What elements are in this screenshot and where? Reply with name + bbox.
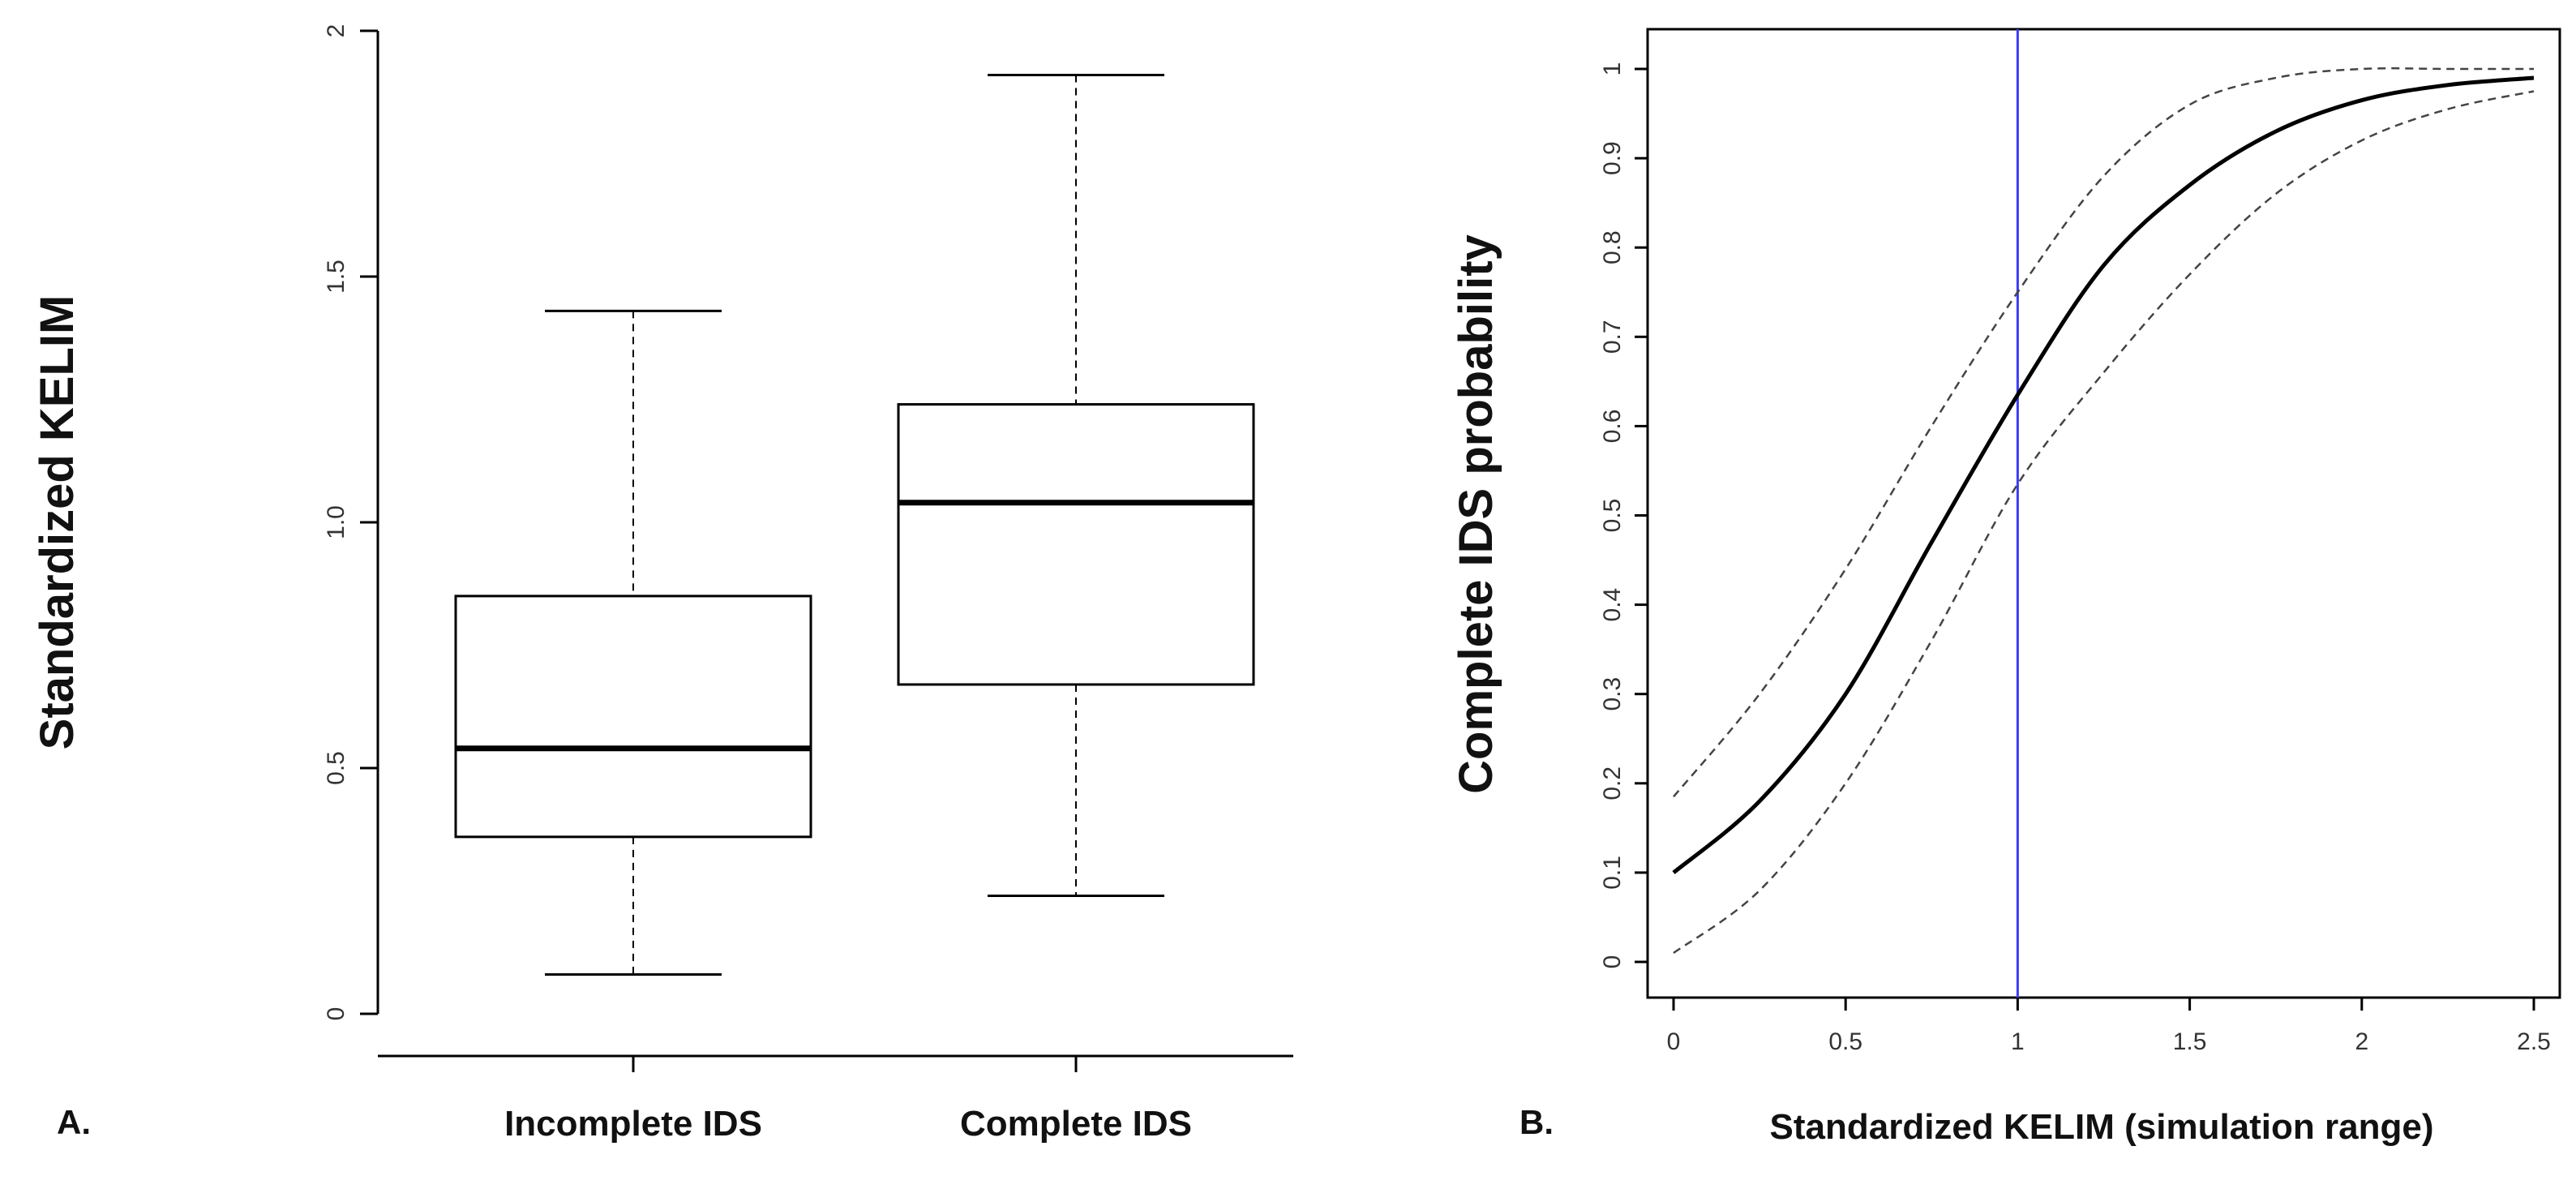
x-tick-label: 1 — [2011, 1028, 2025, 1055]
y-tick-label: 1 — [1599, 62, 1626, 76]
upper-confidence-curve — [1673, 67, 2534, 798]
category-label: Complete IDS — [960, 1104, 1192, 1144]
y-tick-label: 0.3 — [1599, 677, 1626, 711]
y-tick-label: 0.7 — [1599, 320, 1626, 354]
y-tick-label: 0.6 — [1599, 410, 1626, 444]
y-axis-title: Complete IDS probability — [1450, 234, 1502, 794]
x-tick-label: 2 — [2355, 1028, 2368, 1055]
x-axis-title: Standardized KELIM (simulation range) — [1770, 1107, 2434, 1147]
y-tick-label: 0 — [1599, 955, 1626, 969]
y-axis-title: Standardized KELIM — [31, 295, 84, 750]
y-tick-label: 0 — [323, 1007, 349, 1021]
y-tick-label: 1.5 — [323, 260, 349, 294]
x-tick-label: 0.5 — [1828, 1028, 1862, 1055]
plot-frame — [1646, 28, 2561, 999]
panel-a-boxplot: 0 0.5 1.0 1.5 2 Incomplete IDS Complete IDS Sta… — [31, 24, 1293, 1144]
panel-label-a: A. — [57, 1103, 91, 1141]
x-tick-label: 2.5 — [2517, 1028, 2551, 1055]
probability-curve — [1672, 75, 2535, 874]
lower-confidence-curve — [1673, 90, 2535, 955]
panel-label-b: B. — [1519, 1103, 1554, 1141]
y-tick-label: 0.5 — [323, 751, 349, 785]
y-tick-label: 0.4 — [1599, 588, 1626, 622]
panel-b-probability-curve: 0 0.1 0.2 0.3 0.4 0.5 0.6 0.7 0.8 0.9 1 0 0.5 1 1.5 2 2.… — [1450, 28, 2561, 1147]
y-tick-label: 0.2 — [1599, 766, 1626, 801]
box-iqr — [454, 594, 812, 839]
y-tick-label: 0.8 — [1599, 230, 1626, 264]
y-tick-label: 0.1 — [1599, 856, 1626, 890]
y-tick-label: 0.9 — [1599, 141, 1626, 175]
y-tick-label: 1.0 — [323, 505, 349, 539]
x-tick-label: 1.5 — [2173, 1028, 2207, 1055]
x-tick-label: 0 — [1667, 1028, 1681, 1055]
category-label: Incomplete IDS — [504, 1104, 762, 1144]
y-tick-label: 2 — [323, 24, 349, 38]
y-tick-label: 0.5 — [1599, 499, 1626, 533]
box-iqr — [897, 403, 1255, 686]
